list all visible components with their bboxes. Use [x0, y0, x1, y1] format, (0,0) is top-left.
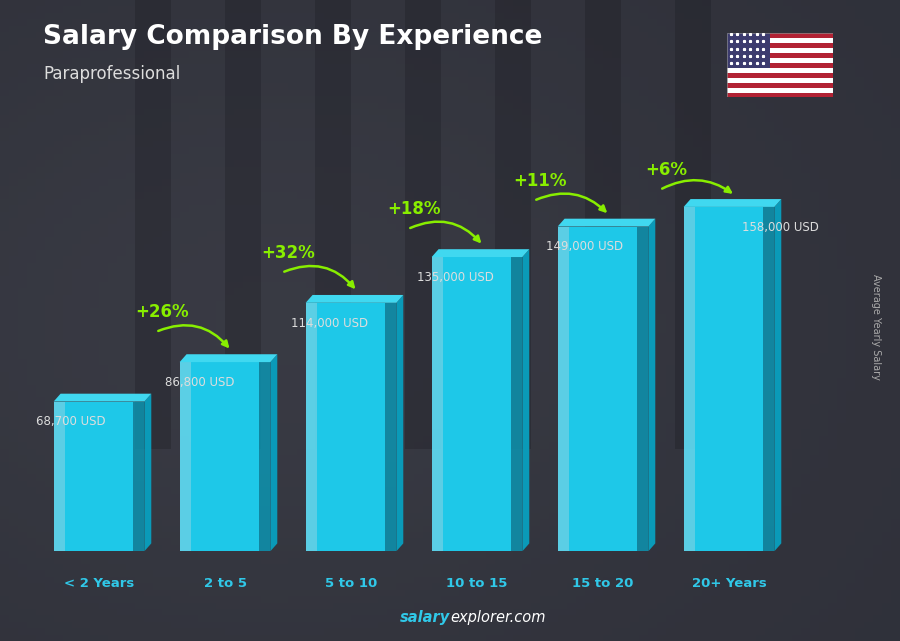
- Text: 15 to 20: 15 to 20: [572, 576, 634, 590]
- Bar: [180, 362, 191, 551]
- Polygon shape: [648, 219, 655, 551]
- Bar: [405, 0, 441, 449]
- Text: explorer.com: explorer.com: [450, 610, 545, 625]
- Polygon shape: [180, 354, 277, 362]
- Bar: [727, 33, 833, 38]
- Polygon shape: [144, 394, 151, 551]
- Text: 68,700 USD: 68,700 USD: [36, 415, 105, 428]
- Bar: [727, 92, 833, 97]
- Text: Paraprofessional: Paraprofessional: [43, 65, 180, 83]
- Bar: [727, 83, 833, 88]
- Bar: [727, 63, 833, 68]
- Text: +18%: +18%: [387, 200, 441, 218]
- Bar: [763, 207, 774, 551]
- Bar: [558, 226, 569, 551]
- Bar: [727, 48, 833, 53]
- Bar: [684, 207, 695, 551]
- Bar: [727, 33, 770, 68]
- Bar: [306, 303, 317, 551]
- Bar: [569, 226, 637, 551]
- Text: 20+ Years: 20+ Years: [691, 576, 767, 590]
- Text: 86,800 USD: 86,800 USD: [165, 376, 234, 389]
- Text: +11%: +11%: [513, 172, 567, 190]
- Polygon shape: [54, 394, 151, 401]
- Text: 114,000 USD: 114,000 USD: [291, 317, 367, 329]
- Bar: [315, 0, 351, 449]
- Bar: [432, 257, 443, 551]
- Bar: [191, 362, 259, 551]
- Bar: [727, 78, 833, 83]
- Bar: [495, 0, 531, 449]
- Text: 5 to 10: 5 to 10: [325, 576, 377, 590]
- Bar: [695, 207, 763, 551]
- Text: 135,000 USD: 135,000 USD: [417, 271, 493, 284]
- Bar: [637, 226, 648, 551]
- Bar: [727, 88, 833, 92]
- Polygon shape: [684, 199, 781, 207]
- Bar: [135, 0, 171, 449]
- Bar: [585, 0, 621, 449]
- Polygon shape: [558, 219, 655, 226]
- Bar: [65, 401, 133, 551]
- Polygon shape: [306, 295, 403, 303]
- Polygon shape: [522, 249, 529, 551]
- Bar: [385, 303, 396, 551]
- Bar: [133, 401, 144, 551]
- Bar: [443, 257, 511, 551]
- Bar: [259, 362, 270, 551]
- Polygon shape: [432, 249, 529, 257]
- Bar: [511, 257, 522, 551]
- Bar: [727, 68, 833, 73]
- Bar: [54, 401, 65, 551]
- Text: Average Yearly Salary: Average Yearly Salary: [870, 274, 881, 380]
- Bar: [317, 303, 385, 551]
- Bar: [675, 0, 711, 449]
- Text: +6%: +6%: [645, 161, 687, 179]
- Text: 10 to 15: 10 to 15: [446, 576, 508, 590]
- Text: 158,000 USD: 158,000 USD: [742, 221, 818, 234]
- Bar: [727, 53, 833, 58]
- Polygon shape: [774, 199, 781, 551]
- Bar: [727, 43, 833, 48]
- Polygon shape: [270, 354, 277, 551]
- Bar: [225, 0, 261, 449]
- Bar: [727, 38, 833, 43]
- Bar: [727, 73, 833, 78]
- Bar: [727, 58, 833, 63]
- Text: +32%: +32%: [261, 244, 315, 262]
- Polygon shape: [396, 295, 403, 551]
- Text: 2 to 5: 2 to 5: [203, 576, 247, 590]
- Text: < 2 Years: < 2 Years: [64, 576, 134, 590]
- Text: Salary Comparison By Experience: Salary Comparison By Experience: [43, 24, 543, 50]
- Text: 149,000 USD: 149,000 USD: [546, 240, 624, 253]
- Text: +26%: +26%: [135, 303, 189, 321]
- Text: salary: salary: [400, 610, 450, 625]
